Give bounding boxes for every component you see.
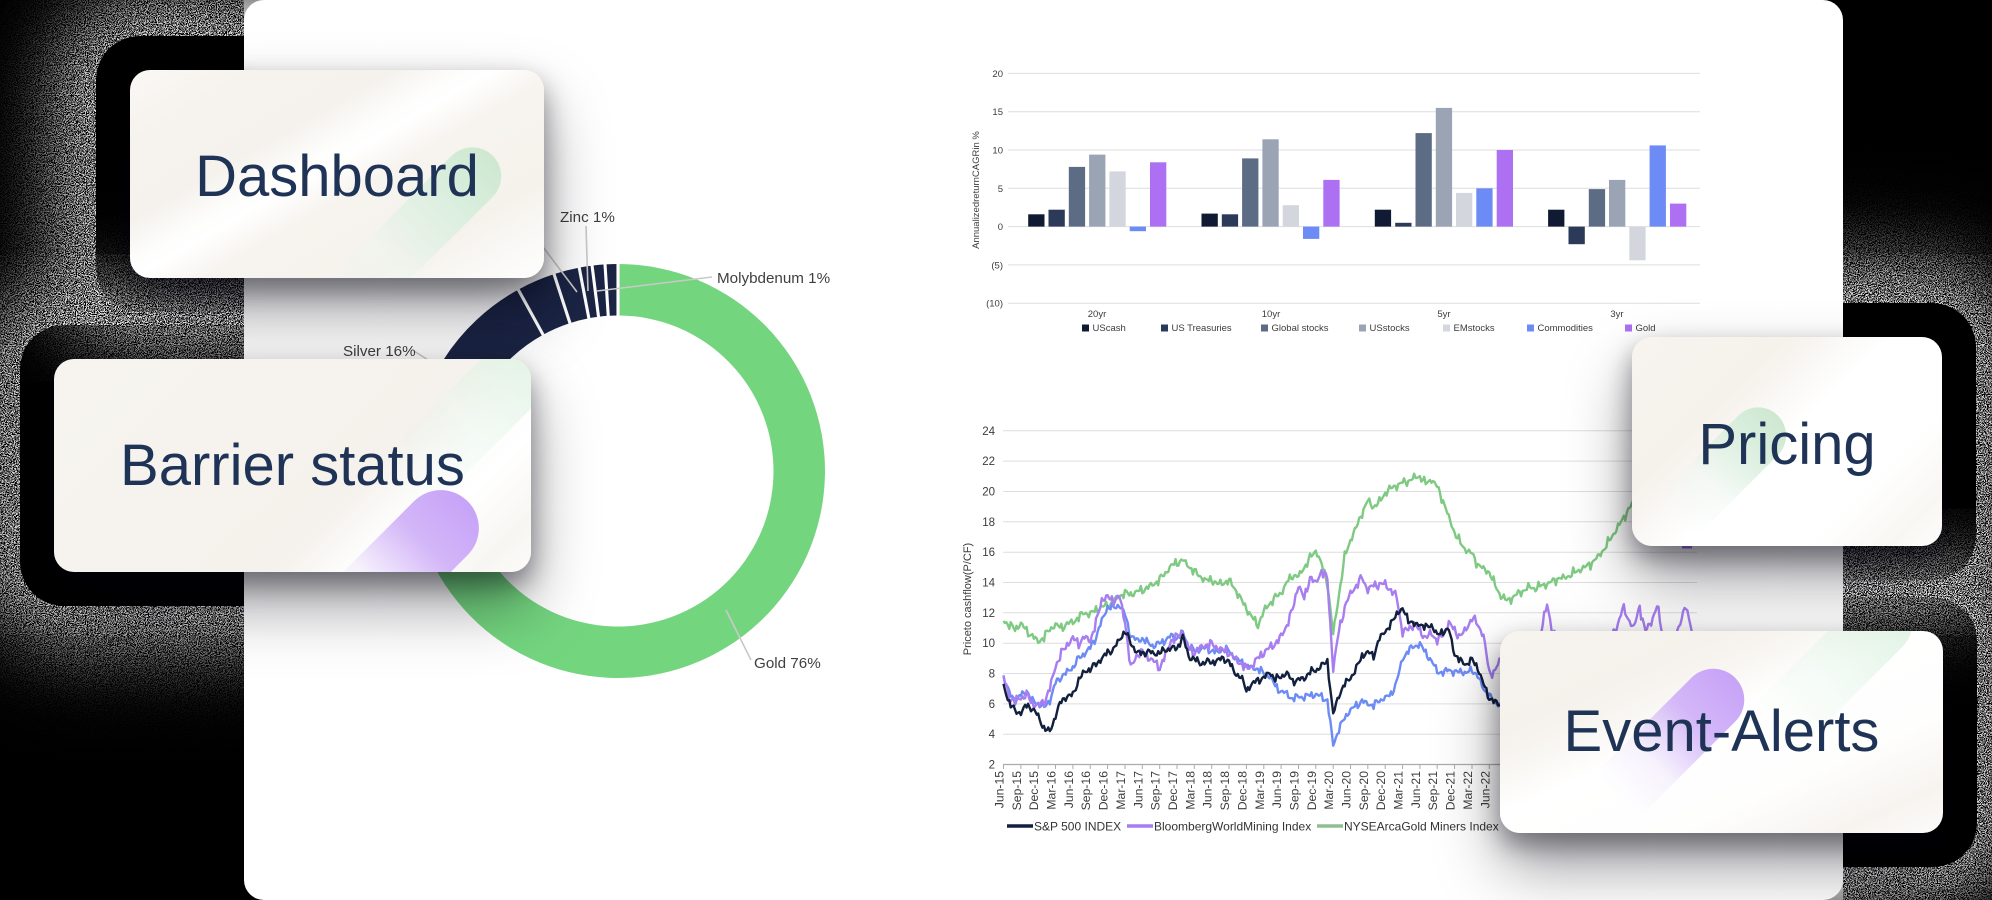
svg-text:0: 0 <box>998 222 1003 233</box>
svg-text:Gold 76%: Gold 76% <box>754 655 821 672</box>
svg-text:USstocks: USstocks <box>1370 323 1410 334</box>
svg-text:24: 24 <box>982 426 995 438</box>
svg-text:6: 6 <box>989 699 995 711</box>
svg-text:NYSEArcaGold Miners Index: NYSEArcaGold Miners Index <box>1344 820 1499 834</box>
svg-text:5: 5 <box>998 184 1003 195</box>
svg-text:Mar-18: Mar-18 <box>1183 771 1197 810</box>
svg-text:10: 10 <box>982 638 995 650</box>
svg-text:Dec-21: Dec-21 <box>1444 771 1458 811</box>
svg-text:16: 16 <box>982 547 995 559</box>
svg-text:Mar-16: Mar-16 <box>1045 771 1059 810</box>
svg-text:Jun-16: Jun-16 <box>1062 771 1076 808</box>
svg-text:Sep-21: Sep-21 <box>1426 771 1440 811</box>
svg-text:Sep-18: Sep-18 <box>1218 771 1232 811</box>
svg-text:Zinc 1%: Zinc 1% <box>560 209 615 226</box>
svg-text:Jun-17: Jun-17 <box>1131 771 1145 808</box>
svg-text:Sep-19: Sep-19 <box>1288 771 1302 811</box>
svg-text:14: 14 <box>982 578 995 590</box>
svg-text:AnnualizedreturnCAGRin %: AnnualizedreturnCAGRin % <box>971 131 982 249</box>
svg-text:22: 22 <box>982 456 995 468</box>
svg-text:20yr: 20yr <box>1088 309 1106 320</box>
svg-text:Priceto cashflow(P/CF): Priceto cashflow(P/CF) <box>962 543 974 655</box>
svg-text:Sep-20: Sep-20 <box>1357 771 1371 811</box>
svg-text:(10): (10) <box>986 299 1003 310</box>
svg-text:Jun-19: Jun-19 <box>1270 771 1284 808</box>
svg-text:Sep-16: Sep-16 <box>1079 771 1093 811</box>
svg-text:Dec-16: Dec-16 <box>1097 771 1111 811</box>
svg-text:5yr: 5yr <box>1437 309 1450 320</box>
svg-text:2: 2 <box>989 760 995 772</box>
svg-text:15: 15 <box>992 107 1003 118</box>
svg-text:Jun-22: Jun-22 <box>1478 771 1492 808</box>
svg-text:Dec-17: Dec-17 <box>1166 771 1180 811</box>
svg-text:Mar-22: Mar-22 <box>1461 771 1475 810</box>
svg-text:Dec-15: Dec-15 <box>1027 771 1041 811</box>
svg-text:Mar-17: Mar-17 <box>1114 771 1128 810</box>
svg-text:Jun-21: Jun-21 <box>1409 771 1423 808</box>
svg-text:Sep-15: Sep-15 <box>1010 771 1024 811</box>
svg-text:Gold: Gold <box>1636 323 1656 334</box>
svg-text:S&P 500 INDEX: S&P 500 INDEX <box>1034 820 1121 834</box>
svg-text:Mar-21: Mar-21 <box>1392 771 1406 810</box>
svg-text:Molybdenum 1%: Molybdenum 1% <box>717 270 830 287</box>
svg-text:(5): (5) <box>991 260 1003 271</box>
svg-text:UScash: UScash <box>1093 323 1126 334</box>
svg-text:Sep-17: Sep-17 <box>1149 771 1163 811</box>
svg-text:20: 20 <box>992 69 1003 80</box>
svg-text:Dec-20: Dec-20 <box>1374 771 1388 811</box>
svg-text:4: 4 <box>989 729 996 741</box>
svg-text:18: 18 <box>982 517 995 529</box>
svg-text:Jun-20: Jun-20 <box>1340 771 1354 808</box>
svg-text:Dec-18: Dec-18 <box>1235 771 1249 811</box>
svg-text:20: 20 <box>982 487 995 499</box>
svg-text:Commodities: Commodities <box>1538 323 1594 334</box>
svg-text:EMstocks: EMstocks <box>1454 323 1495 334</box>
svg-text:10yr: 10yr <box>1262 309 1280 320</box>
svg-text:Mar-19: Mar-19 <box>1253 771 1267 810</box>
svg-text:Jun-18: Jun-18 <box>1201 771 1215 808</box>
svg-text:BloombergWorldMining Index: BloombergWorldMining Index <box>1154 820 1311 834</box>
svg-text:12: 12 <box>982 608 995 620</box>
svg-text:3yr: 3yr <box>1610 309 1623 320</box>
svg-text:10: 10 <box>992 146 1003 157</box>
svg-text:Global stocks: Global stocks <box>1272 323 1329 334</box>
svg-text:8: 8 <box>989 669 995 681</box>
svg-text:US Treasuries: US Treasuries <box>1172 323 1232 334</box>
svg-text:Jun-15: Jun-15 <box>993 771 1007 808</box>
svg-text:Silver 16%: Silver 16% <box>343 343 416 360</box>
svg-text:Dec-19: Dec-19 <box>1305 771 1319 811</box>
svg-text:Mar-20: Mar-20 <box>1322 771 1336 810</box>
